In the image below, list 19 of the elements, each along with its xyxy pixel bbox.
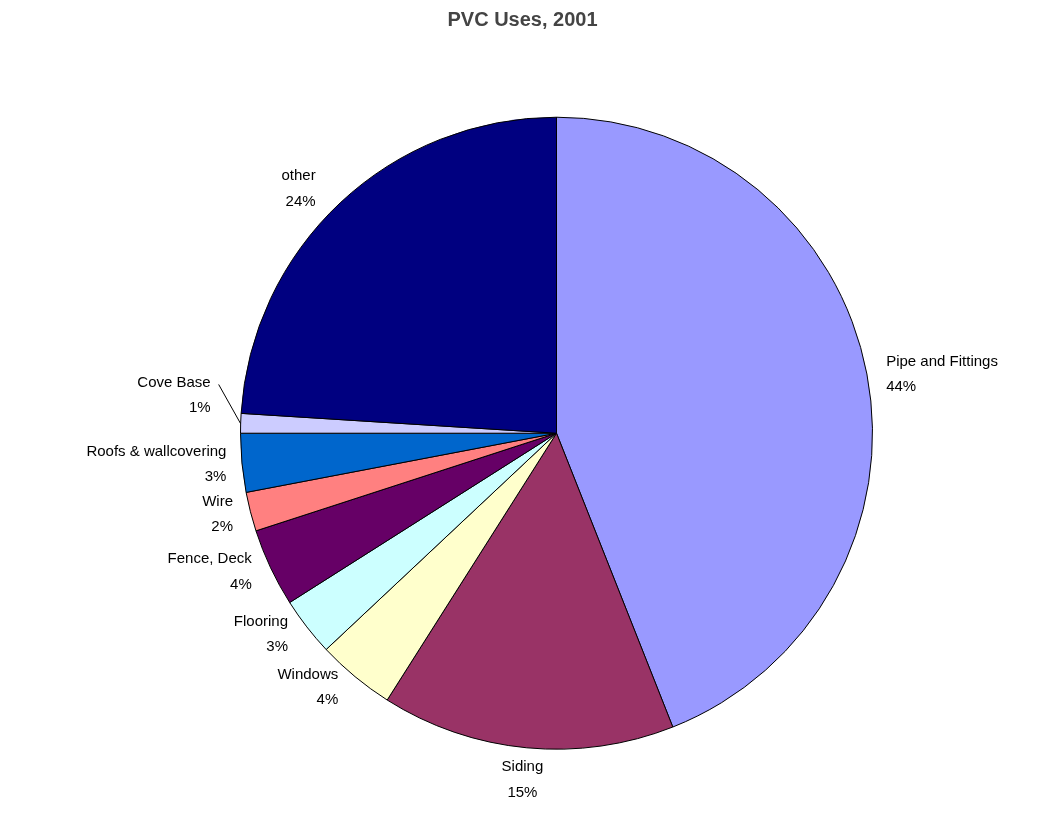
data-label: 15% [507, 782, 538, 800]
slice-label: Cove Base [137, 372, 211, 390]
slice-label: Wire [202, 491, 234, 509]
data-label: 4% [230, 574, 252, 592]
data-label: 3% [204, 467, 227, 485]
data-label: 3% [266, 637, 289, 655]
chart-title: PVC Uses, 2001 [447, 7, 598, 30]
slice-label: Pipe and Fittings [886, 351, 998, 369]
slice-label: Roofs & wallcovering [86, 441, 227, 459]
data-label: 44% [886, 377, 917, 395]
slice-label: other [281, 166, 316, 184]
data-label: 24% [285, 191, 316, 209]
data-label: 2% [211, 517, 234, 535]
data-label: 4% [316, 690, 339, 708]
slice-label: Fence, Deck [167, 549, 253, 567]
slice-label: Siding [501, 757, 544, 775]
data-label: 1% [188, 398, 211, 416]
slice-label: Windows [277, 664, 339, 682]
slice-label: Flooring [233, 611, 289, 629]
